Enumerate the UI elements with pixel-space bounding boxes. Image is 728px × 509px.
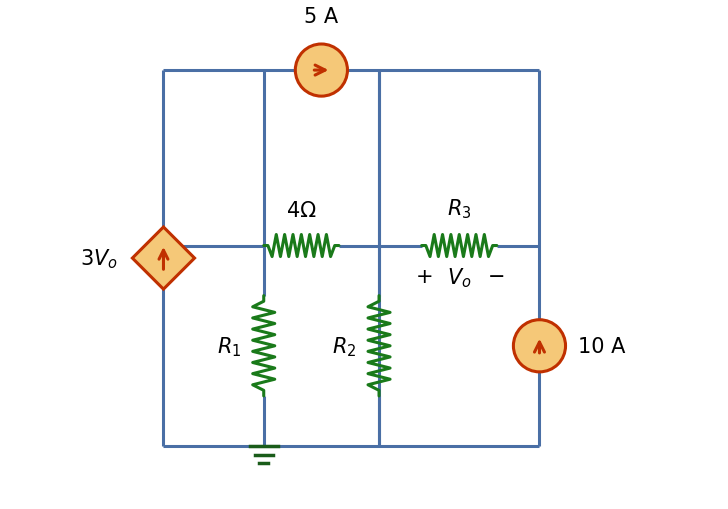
Text: $R_2$: $R_2$	[332, 334, 357, 358]
Polygon shape	[132, 228, 194, 290]
Circle shape	[296, 45, 347, 97]
Text: 5 A: 5 A	[304, 8, 339, 27]
Text: $3V_o$: $3V_o$	[79, 247, 117, 270]
Text: 10 A: 10 A	[578, 336, 625, 356]
Text: $R_1$: $R_1$	[217, 334, 241, 358]
Circle shape	[513, 320, 566, 372]
Text: −: −	[488, 266, 506, 286]
Text: 4Ω: 4Ω	[287, 201, 316, 221]
Text: $R_3$: $R_3$	[447, 197, 472, 221]
Text: $V_o$: $V_o$	[447, 266, 472, 290]
Text: +: +	[416, 266, 433, 286]
